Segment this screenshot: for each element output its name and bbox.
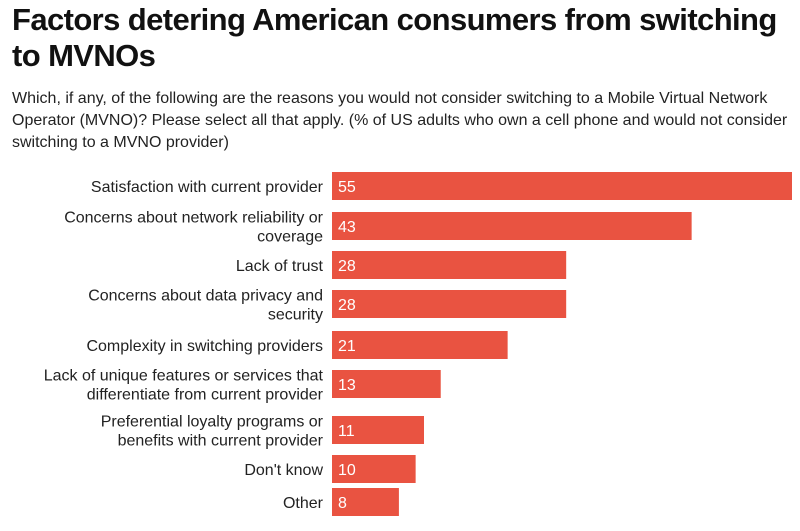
chart-subtitle: Which, if any, of the following are the … [12,90,788,151]
value-label-1: 43 [338,219,356,236]
category-label-8: Other [283,495,324,512]
value-label-2: 28 [338,258,356,275]
category-label-5: Lack of unique features or services that… [44,368,324,404]
bar-7 [332,455,416,483]
chart-title: Factors detering American consumers from… [12,2,777,73]
value-label-7: 10 [338,462,356,479]
value-label-6: 11 [338,423,355,440]
category-label-7: Don't know [244,462,323,479]
value-label-8: 8 [338,495,347,512]
category-label-1: Concerns about network reliability or cov… [64,210,323,246]
bar-2 [332,251,567,279]
category-label-2: Lack of trust [236,258,324,275]
category-label-6: Preferential loyalty programs or benefits… [101,414,324,450]
bar-5 [332,370,441,398]
bar-1 [332,212,692,240]
value-label-4: 21 [338,338,356,355]
bar-0 [332,172,792,200]
bar-3 [332,290,567,318]
bar-6 [332,416,424,444]
value-label-5: 13 [338,377,356,394]
bar-4 [332,331,508,359]
value-label-3: 28 [338,297,356,314]
category-label-0: Satisfaction with current provider [91,179,324,196]
category-label-4: Complexity in switching providers [86,338,323,355]
bar-8 [332,488,399,516]
value-label-0: 55 [338,179,356,196]
category-label-3: Concerns about data privacy and security [88,288,323,324]
